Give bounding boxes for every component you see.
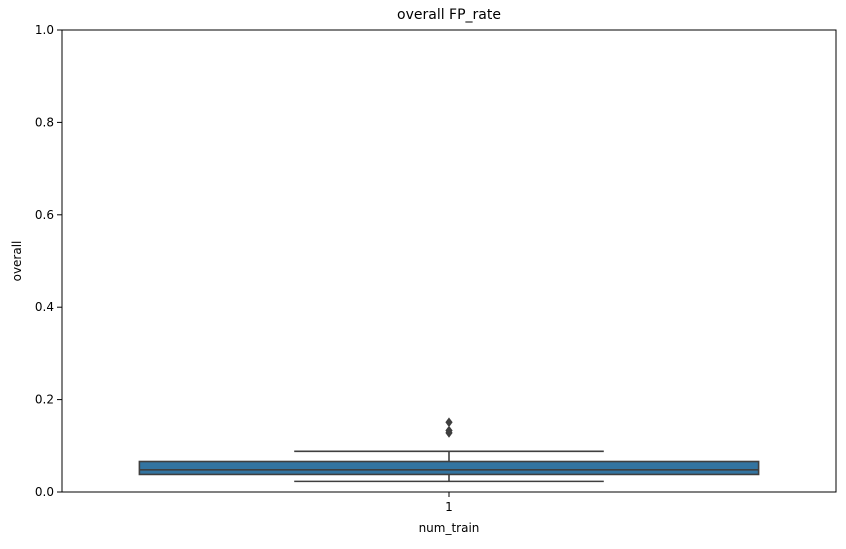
box-iqr xyxy=(138,460,760,476)
y-tick-label: 0.0 xyxy=(35,485,54,499)
y-tick-label: 0.6 xyxy=(35,208,54,222)
y-tick-label: 0.4 xyxy=(35,300,54,314)
y-tick-label: 1.0 xyxy=(35,23,54,37)
y-tick-label: 0.8 xyxy=(35,115,54,129)
x-tick-label: 1 xyxy=(445,500,453,514)
y-axis: 0.0 0.2 0.4 0.6 0.8 1.0 xyxy=(35,23,62,499)
y-tick-label: 0.2 xyxy=(35,393,54,407)
outlier-point xyxy=(445,417,453,428)
chart-title: overall FP_rate xyxy=(397,7,501,23)
y-axis-label: overall xyxy=(10,241,24,282)
x-axis-label: num_train xyxy=(419,521,480,535)
x-axis: 1 xyxy=(445,492,453,514)
outlier-point xyxy=(445,425,453,436)
plot-area xyxy=(138,417,760,483)
